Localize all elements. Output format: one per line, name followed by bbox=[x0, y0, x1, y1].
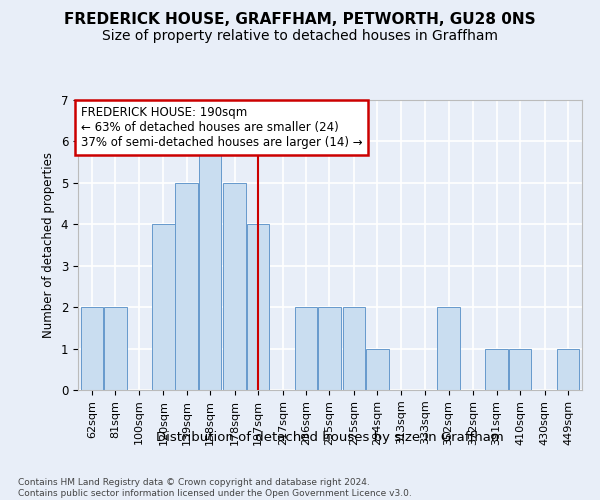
Bar bbox=[366, 348, 389, 390]
Bar bbox=[343, 307, 365, 390]
Bar bbox=[175, 183, 198, 390]
Bar bbox=[295, 307, 317, 390]
Bar bbox=[152, 224, 175, 390]
Bar bbox=[437, 307, 460, 390]
Bar bbox=[318, 307, 341, 390]
Text: Contains HM Land Registry data © Crown copyright and database right 2024.
Contai: Contains HM Land Registry data © Crown c… bbox=[18, 478, 412, 498]
Bar bbox=[485, 348, 508, 390]
Bar bbox=[80, 307, 103, 390]
Bar bbox=[247, 224, 269, 390]
Text: FREDERICK HOUSE: 190sqm
← 63% of detached houses are smaller (24)
37% of semi-de: FREDERICK HOUSE: 190sqm ← 63% of detache… bbox=[80, 106, 362, 149]
Bar bbox=[223, 183, 246, 390]
Text: FREDERICK HOUSE, GRAFFHAM, PETWORTH, GU28 0NS: FREDERICK HOUSE, GRAFFHAM, PETWORTH, GU2… bbox=[64, 12, 536, 28]
Bar bbox=[104, 307, 127, 390]
Bar bbox=[509, 348, 532, 390]
Bar bbox=[557, 348, 580, 390]
Text: Distribution of detached houses by size in Graffham: Distribution of detached houses by size … bbox=[156, 431, 504, 444]
Bar bbox=[199, 142, 221, 390]
Text: Size of property relative to detached houses in Graffham: Size of property relative to detached ho… bbox=[102, 29, 498, 43]
Y-axis label: Number of detached properties: Number of detached properties bbox=[42, 152, 55, 338]
